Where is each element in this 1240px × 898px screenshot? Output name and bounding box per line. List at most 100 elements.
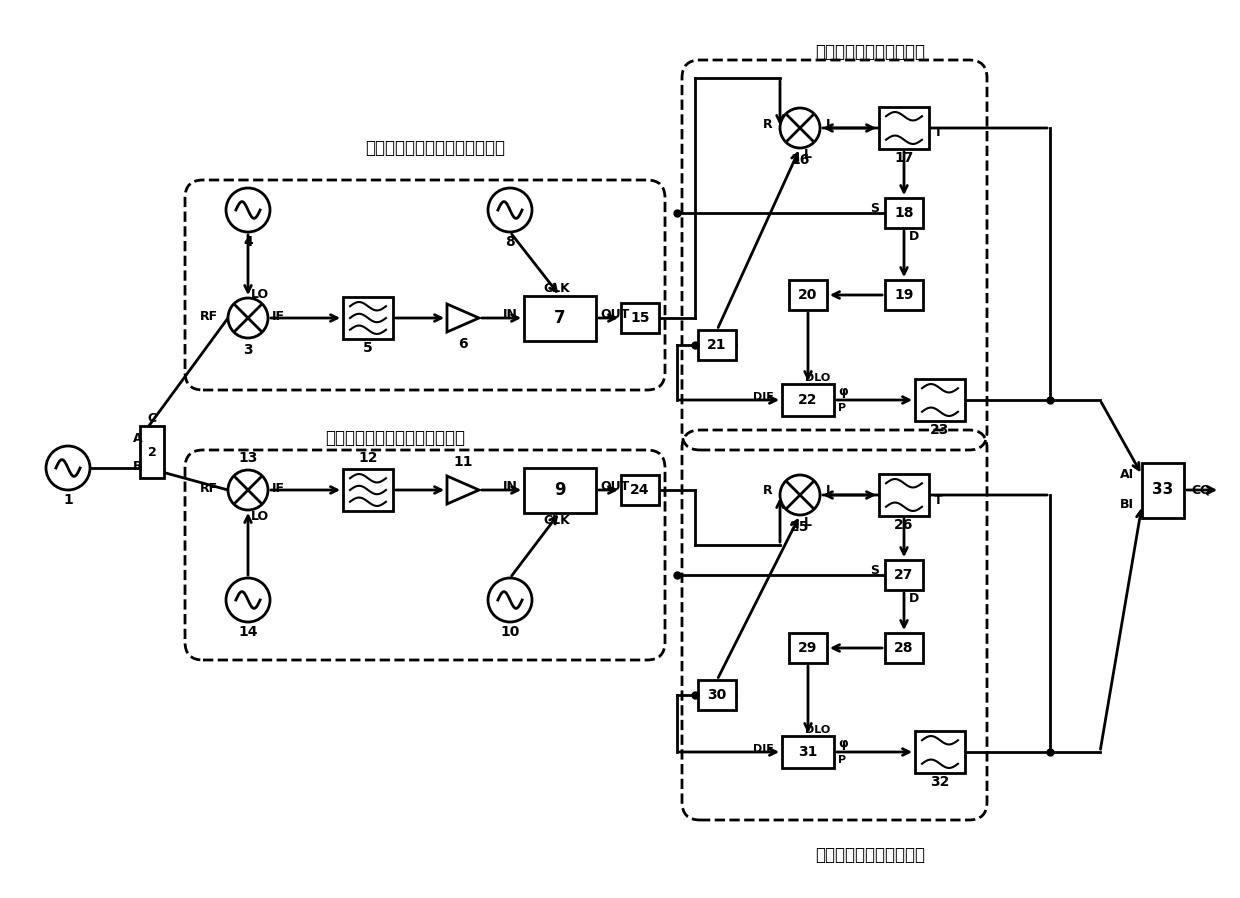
Text: R: R	[764, 118, 773, 130]
Text: 6: 6	[459, 337, 467, 351]
Text: S: S	[870, 565, 879, 577]
Text: IN: IN	[503, 307, 518, 321]
Text: OUT: OUT	[600, 480, 629, 492]
Text: CLK: CLK	[543, 514, 570, 526]
FancyBboxPatch shape	[698, 330, 737, 360]
FancyBboxPatch shape	[885, 633, 923, 663]
Text: 10: 10	[500, 625, 520, 639]
Circle shape	[228, 298, 268, 338]
Text: P: P	[838, 755, 846, 765]
Text: 7: 7	[554, 309, 565, 327]
Text: 32: 32	[930, 775, 950, 789]
Text: 1: 1	[63, 493, 73, 507]
Text: 19: 19	[894, 288, 914, 302]
Text: 11: 11	[454, 455, 472, 469]
Text: 22: 22	[799, 393, 817, 407]
FancyBboxPatch shape	[915, 731, 965, 773]
Circle shape	[489, 578, 532, 622]
Circle shape	[226, 188, 270, 232]
Text: 26: 26	[894, 518, 914, 532]
Circle shape	[780, 475, 820, 515]
Text: RF: RF	[200, 481, 218, 495]
Text: L: L	[804, 148, 812, 162]
Text: LO: LO	[250, 287, 269, 301]
Text: L: L	[804, 515, 812, 529]
Text: 25: 25	[790, 520, 810, 534]
Text: 12: 12	[358, 451, 378, 465]
Text: 24: 24	[630, 483, 650, 497]
Text: 16: 16	[790, 153, 810, 167]
FancyBboxPatch shape	[1142, 462, 1184, 517]
Text: D: D	[909, 592, 919, 604]
FancyBboxPatch shape	[879, 474, 929, 516]
Circle shape	[228, 470, 268, 510]
Polygon shape	[446, 304, 479, 332]
Text: 第二模拟下变频与数字化子系统: 第二模拟下变频与数字化子系统	[325, 429, 465, 447]
Text: 13: 13	[238, 451, 258, 465]
Text: P: P	[838, 403, 846, 413]
Text: 21: 21	[707, 338, 727, 352]
FancyBboxPatch shape	[879, 107, 929, 149]
FancyBboxPatch shape	[525, 295, 596, 340]
Text: T: T	[934, 494, 942, 506]
Text: 15: 15	[630, 311, 650, 325]
FancyBboxPatch shape	[789, 633, 827, 663]
FancyBboxPatch shape	[140, 426, 164, 478]
FancyBboxPatch shape	[698, 680, 737, 710]
FancyBboxPatch shape	[621, 303, 658, 333]
FancyBboxPatch shape	[885, 198, 923, 228]
FancyBboxPatch shape	[885, 560, 923, 590]
FancyBboxPatch shape	[343, 297, 393, 339]
Text: φ: φ	[838, 385, 848, 399]
FancyBboxPatch shape	[525, 468, 596, 513]
Text: 4: 4	[243, 235, 253, 249]
Text: I: I	[826, 485, 831, 497]
Text: DIF: DIF	[753, 392, 774, 402]
Text: 8: 8	[505, 235, 515, 249]
Text: LO: LO	[250, 509, 269, 523]
Text: 20: 20	[799, 288, 817, 302]
Text: T: T	[934, 127, 942, 139]
FancyBboxPatch shape	[621, 475, 658, 505]
Text: CLK: CLK	[543, 281, 570, 295]
Circle shape	[489, 188, 532, 232]
Circle shape	[46, 446, 91, 490]
FancyBboxPatch shape	[885, 280, 923, 310]
Text: AI: AI	[1120, 469, 1135, 481]
FancyBboxPatch shape	[343, 469, 393, 511]
Text: CQ: CQ	[1190, 483, 1210, 497]
Text: IF: IF	[272, 310, 285, 322]
Text: 31: 31	[799, 745, 817, 759]
Text: B: B	[133, 460, 143, 472]
Text: 33: 33	[1152, 482, 1173, 497]
FancyBboxPatch shape	[915, 379, 965, 421]
Text: 3: 3	[243, 343, 253, 357]
Text: OUT: OUT	[600, 307, 629, 321]
Text: φ: φ	[838, 737, 848, 751]
FancyBboxPatch shape	[789, 280, 827, 310]
Text: 23: 23	[930, 423, 950, 437]
Text: DIF: DIF	[753, 744, 774, 754]
Text: 第一数字锁相解调子系统: 第一数字锁相解调子系统	[815, 43, 925, 61]
Text: 27: 27	[894, 568, 914, 582]
Text: IN: IN	[503, 480, 518, 492]
Text: 5: 5	[363, 341, 373, 355]
Text: DLO: DLO	[805, 373, 831, 383]
FancyBboxPatch shape	[782, 736, 835, 768]
Circle shape	[780, 108, 820, 148]
Text: C: C	[148, 411, 156, 425]
Text: 14: 14	[238, 625, 258, 639]
Text: 17: 17	[894, 151, 914, 165]
Text: 18: 18	[894, 206, 914, 220]
Text: I: I	[826, 118, 831, 130]
Text: S: S	[870, 203, 879, 216]
Text: 30: 30	[707, 688, 727, 702]
Text: BI: BI	[1120, 498, 1135, 512]
FancyBboxPatch shape	[782, 384, 835, 416]
Text: D: D	[909, 230, 919, 242]
Circle shape	[226, 578, 270, 622]
Text: 29: 29	[799, 641, 817, 655]
Text: 28: 28	[894, 641, 914, 655]
Text: RF: RF	[200, 310, 218, 322]
Text: 第一模拟下变频与数字化子系统: 第一模拟下变频与数字化子系统	[365, 139, 505, 157]
